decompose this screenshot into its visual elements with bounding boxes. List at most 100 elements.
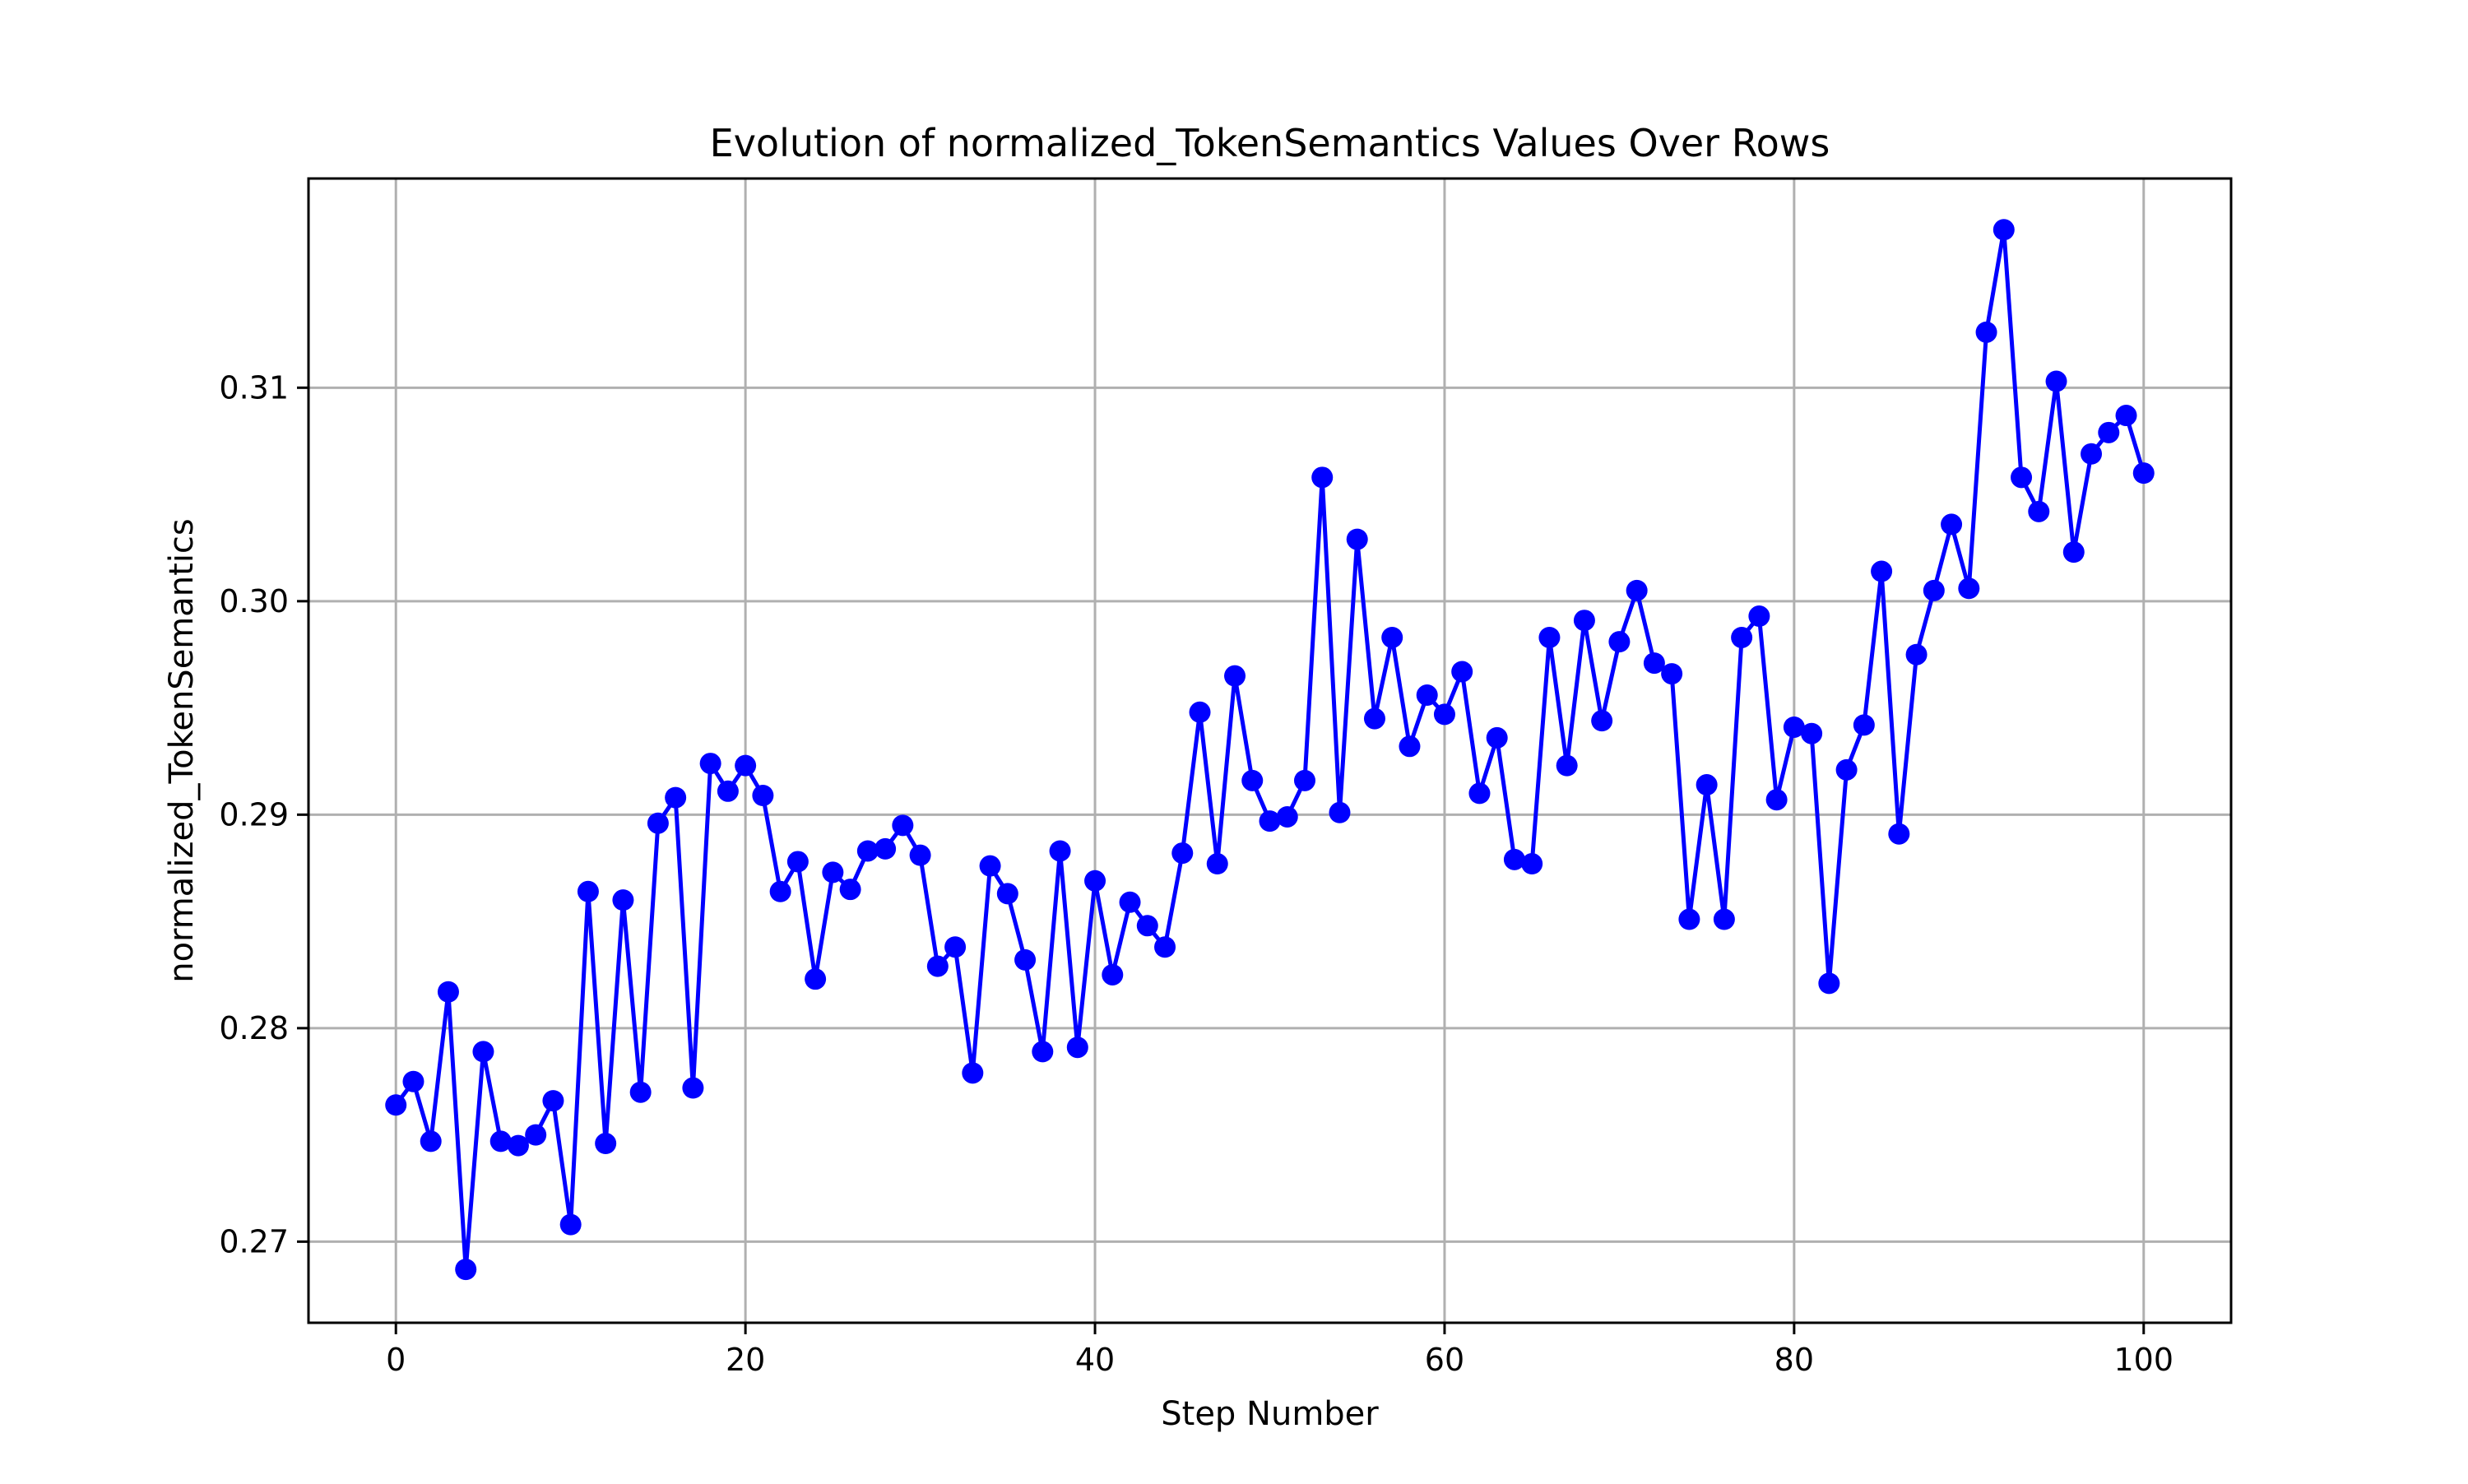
y-tick-label: 0.31: [219, 369, 289, 406]
data-point: [1102, 963, 1124, 985]
data-point: [542, 1090, 564, 1112]
data-point: [805, 968, 827, 990]
data-point: [1119, 891, 1141, 913]
x-tick-label: 40: [1075, 1342, 1115, 1378]
x-tick-label: 20: [726, 1342, 765, 1378]
data-point: [1259, 810, 1281, 832]
data-point: [1835, 758, 1858, 781]
data-point: [1888, 823, 1910, 845]
data-point: [1433, 703, 1455, 726]
data-point: [944, 936, 967, 958]
data-point: [2098, 421, 2120, 443]
data-point: [1084, 870, 1106, 892]
data-point: [1381, 626, 1403, 648]
data-point: [559, 1213, 582, 1236]
data-point: [926, 955, 949, 977]
data-point: [1801, 722, 1823, 744]
data-point: [1678, 908, 1700, 930]
data-point: [455, 1259, 477, 1281]
data-point: [752, 784, 774, 806]
chart-title: Evolution of normalized_TokenSemantics V…: [710, 121, 1830, 165]
data-point: [1136, 915, 1158, 937]
data-point: [1311, 466, 1334, 489]
data-point: [1154, 936, 1176, 958]
x-tick-label: 100: [2114, 1342, 2174, 1378]
data-point: [1329, 801, 1351, 823]
data-point: [2132, 462, 2155, 485]
data-point: [1206, 853, 1228, 875]
data-point: [1643, 652, 1665, 675]
data-point: [979, 855, 1001, 877]
data-point: [2045, 370, 2067, 392]
data-point: [2011, 466, 2033, 489]
data-point: [1416, 684, 1438, 707]
data-point: [856, 840, 879, 862]
data-point: [612, 889, 634, 911]
data-point: [1871, 560, 1893, 582]
data-point: [2028, 500, 2050, 522]
y-tick-label: 0.30: [219, 583, 289, 619]
data-point: [1748, 605, 1770, 628]
data-point: [769, 880, 791, 902]
data-point: [1975, 321, 1997, 343]
data-point: [402, 1070, 424, 1092]
data-point: [1923, 579, 1945, 601]
data-point: [1293, 769, 1315, 791]
data-point: [1661, 663, 1683, 685]
data-point: [647, 812, 669, 834]
data-point: [1241, 769, 1264, 791]
data-point: [839, 879, 861, 901]
data-point: [2115, 405, 2137, 427]
data-point: [1049, 840, 1071, 862]
data-point: [2081, 443, 2103, 465]
data-point: [1521, 853, 1543, 875]
data-point: [489, 1130, 512, 1152]
x-tick-label: 0: [386, 1342, 406, 1378]
tick-marks: [297, 386, 2146, 1334]
data-point: [507, 1134, 529, 1157]
plot-area-frame: [307, 177, 2233, 1324]
x-tick-label: 60: [1425, 1342, 1464, 1378]
data-point: [472, 1041, 494, 1063]
data-point: [1399, 735, 1421, 758]
data-point: [420, 1130, 442, 1152]
data-point: [1626, 579, 1648, 601]
data-point: [577, 880, 599, 902]
data-point: [629, 1081, 652, 1103]
data-point: [1573, 610, 1595, 632]
data-point: [822, 861, 844, 883]
data-point: [385, 1094, 407, 1116]
data-point: [665, 786, 687, 809]
data-point: [1032, 1041, 1054, 1063]
axes: [307, 177, 2233, 1324]
data-point: [962, 1062, 984, 1084]
data-point: [1224, 665, 1246, 687]
data-point: [1556, 754, 1578, 777]
data-point: [1783, 716, 1805, 738]
y-axis-label: normalized_TokenSemantics: [163, 518, 201, 983]
data-point: [909, 844, 931, 866]
y-tick-label: 0.27: [219, 1223, 289, 1259]
y-tick-label: 0.28: [219, 1010, 289, 1046]
data-point: [1346, 528, 1368, 550]
data-point: [1958, 577, 1980, 600]
data-point: [1503, 848, 1525, 870]
data-point: [1468, 782, 1491, 805]
data-point: [1765, 789, 1788, 811]
data-point: [1276, 805, 1298, 828]
data-point: [1171, 842, 1194, 865]
y-tick-label: 0.29: [219, 796, 289, 832]
x-tick-label: 80: [1774, 1342, 1814, 1378]
data-point: [1818, 972, 1840, 995]
data-point: [1608, 631, 1631, 653]
data-point: [1066, 1036, 1088, 1059]
data-point: [1014, 948, 1037, 971]
data-point: [595, 1133, 617, 1155]
data-point: [892, 814, 914, 837]
data-point: [717, 780, 739, 802]
data-point: [699, 753, 721, 775]
data-point: [1591, 710, 1613, 732]
